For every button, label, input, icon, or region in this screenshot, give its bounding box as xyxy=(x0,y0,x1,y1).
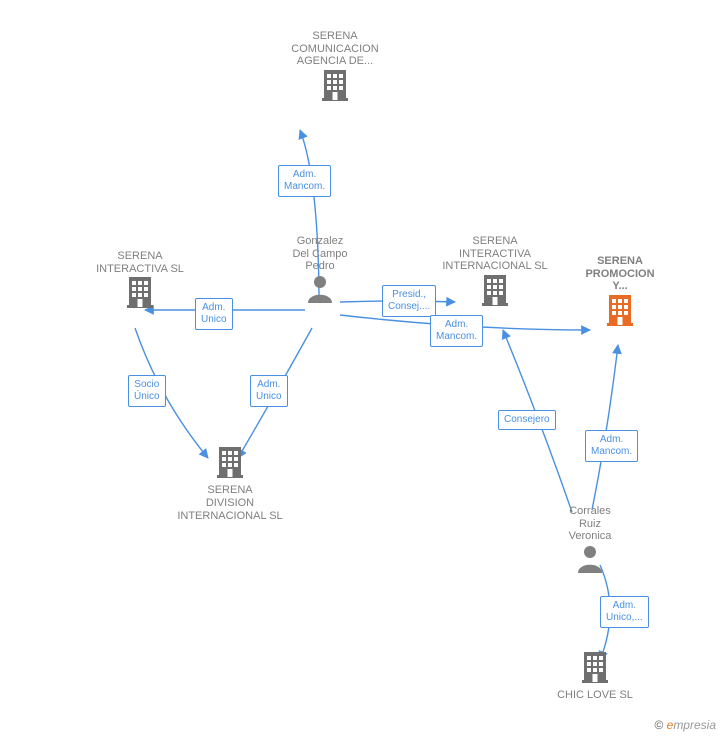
node-corrales[interactable]: CorralesRuizVeronica xyxy=(530,505,650,578)
edge-label-g_to_intsl: Adm. Unico xyxy=(195,298,233,330)
edge-label-g_to_div: Adm. Unico xyxy=(250,375,288,407)
node-label: SERENA xyxy=(275,30,395,43)
node-label: Veronica xyxy=(530,530,650,543)
node-serena_com[interactable]: SERENACOMUNICACIONAGENCIA DE... xyxy=(275,30,395,107)
node-serena_promo[interactable]: SERENAPROMOCIONY... xyxy=(560,255,680,332)
node-chic_love[interactable]: CHIC LOVE SL xyxy=(535,650,655,702)
building-icon xyxy=(578,650,612,684)
edge-label-g_to_com: Adm. Mancom. xyxy=(278,165,331,197)
edge-label-g_to_intintl: Presid., Consej.... xyxy=(382,285,436,317)
building-icon xyxy=(478,273,512,307)
building-icon xyxy=(603,293,637,327)
node-serena_int_intl[interactable]: SERENAINTERACTIVAINTERNACIONAL SL xyxy=(420,235,570,312)
edge-label-c_to_chic: Adm. Unico,... xyxy=(600,596,649,628)
node-label: DIVISION xyxy=(155,497,305,510)
edge-c_to_promo xyxy=(592,345,618,510)
node-label: INTERACTIVA xyxy=(420,248,570,261)
node-label: SERENA xyxy=(420,235,570,248)
node-serena_div[interactable]: SERENADIVISIONINTERNACIONAL SL xyxy=(155,445,305,522)
node-label: Y... xyxy=(560,280,680,293)
node-serena_int_sl[interactable]: SERENAINTERACTIVA SL xyxy=(75,250,205,315)
watermark: © empresia xyxy=(654,718,716,732)
node-label: INTERNACIONAL SL xyxy=(155,510,305,523)
diagram-stage: { "canvas": {"w":728,"h":740,"bg":"#ffff… xyxy=(0,0,728,740)
edge-label-c_to_intintl: Consejero xyxy=(498,410,556,430)
node-label: Pedro xyxy=(260,260,380,273)
node-label: Corrales xyxy=(530,505,650,518)
node-label: CHIC LOVE SL xyxy=(535,689,655,702)
building-icon xyxy=(318,68,352,102)
node-label: PROMOCION xyxy=(560,268,680,281)
node-label: SERENA xyxy=(75,250,205,263)
edge-label-g_to_promo: Adm. Mancom. xyxy=(430,315,483,347)
node-label: INTERNACIONAL SL xyxy=(420,260,570,273)
edge-label-c_to_promo: Adm. Mancom. xyxy=(585,430,638,462)
node-label: Gonzalez xyxy=(260,235,380,248)
node-label: INTERACTIVA SL xyxy=(75,263,205,276)
node-label: Ruiz xyxy=(530,518,650,531)
node-label: SERENA xyxy=(560,255,680,268)
node-label: COMUNICACION xyxy=(275,43,395,56)
person-icon xyxy=(305,273,335,303)
node-gonzalez[interactable]: GonzalezDel CampoPedro xyxy=(260,235,380,308)
node-label: Del Campo xyxy=(260,248,380,261)
node-label: AGENCIA DE... xyxy=(275,55,395,68)
edges-layer xyxy=(0,0,728,740)
node-label: SERENA xyxy=(155,484,305,497)
building-icon xyxy=(213,445,247,479)
person-icon xyxy=(575,543,605,573)
edge-label-intsl_to_div: Socio Único xyxy=(128,375,166,407)
building-icon xyxy=(123,275,157,309)
